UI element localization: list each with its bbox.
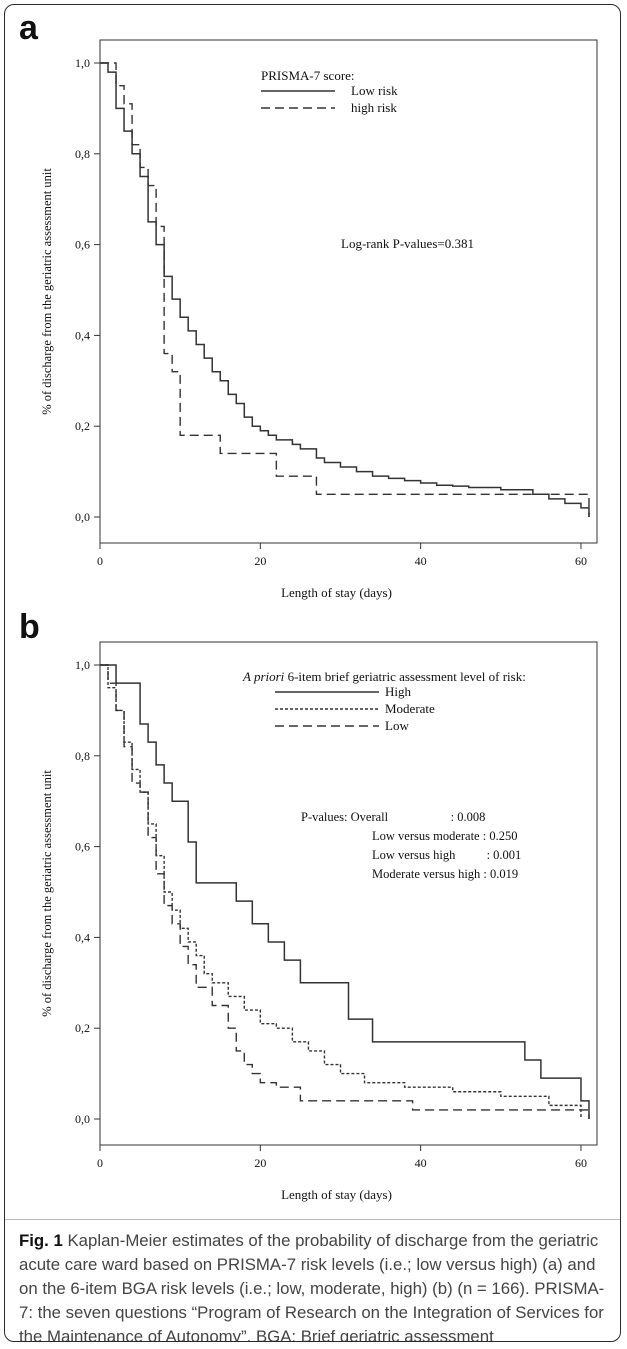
legend-label: High [385, 684, 412, 699]
y-tick-label: 0,0 [75, 1112, 90, 1126]
legend-label: Low risk [351, 83, 398, 98]
series-line-low [100, 664, 590, 1119]
series-line-moderate [100, 664, 582, 1119]
caption-divider [5, 1219, 620, 1220]
y-tick-label: 0,8 [75, 147, 90, 161]
x-tick-label: 40 [415, 554, 427, 568]
figure-frame: a 0,0 0,2 0,4 0,6 0,8 1,0 0 20 40 60 Length of sta… [4, 4, 621, 1342]
y-tick-label: 0,4 [75, 930, 90, 944]
x-tick-label: 40 [415, 1156, 427, 1170]
annotation-text: P-values: Overall : 0.008 [301, 810, 485, 824]
series-line-high-risk [100, 62, 590, 517]
plot-frame [99, 39, 598, 544]
annotation-text: Log-rank P-values=0.381 [341, 236, 474, 251]
legend-label: Moderate [385, 701, 435, 716]
figure-caption: Fig. 1 Kaplan-Meier estimates of the pro… [19, 1229, 614, 1342]
annotation-text: Moderate versus high : 0.019 [372, 867, 518, 881]
chart-panel-b: 0,0 0,2 0,4 0,6 0,8 1,0 0 20 40 60 Length of stay … [40, 641, 598, 1202]
x-tick-label: 20 [254, 1156, 266, 1170]
legend-title: A priori 6-item brief geriatric assessme… [242, 669, 526, 684]
y-axis-label: % of discharge from the geriatric assess… [40, 168, 54, 415]
caption-text: Kaplan-Meier estimates of the probabilit… [19, 1231, 605, 1342]
y-tick-label: 0,4 [75, 328, 90, 342]
x-tick-label: 0 [97, 1156, 103, 1170]
panel-label-a: a [19, 9, 38, 47]
y-tick-label: 1,0 [75, 56, 90, 70]
x-axis-label: Length of stay (days) [281, 585, 392, 600]
y-tick-label: 0,2 [75, 1021, 90, 1035]
legend-label: Low [385, 718, 409, 733]
y-tick-label: 0,2 [75, 419, 90, 433]
chart-panel-a: 0,0 0,2 0,4 0,6 0,8 1,0 0 20 40 60 Length of stay … [40, 39, 598, 600]
y-tick-label: 0,6 [75, 238, 90, 252]
annotation-text: Low versus moderate : 0.250 [372, 829, 517, 843]
x-tick-label: 0 [97, 554, 103, 568]
panel-label-b: b [19, 608, 40, 646]
series-line-low-risk [100, 62, 590, 517]
y-tick-label: 0,0 [75, 510, 90, 524]
y-tick-label: 0,8 [75, 749, 90, 763]
legend-title: PRISMA-7 score: [261, 68, 355, 83]
x-tick-label: 60 [575, 554, 587, 568]
legend-label: high risk [351, 100, 397, 115]
x-axis-label: Length of stay (days) [281, 1187, 392, 1202]
y-tick-label: 0,6 [75, 840, 90, 854]
series-line-high [100, 664, 590, 1119]
plot-frame [99, 641, 598, 1146]
caption-label: Fig. 1 [19, 1231, 63, 1250]
y-tick-label: 1,0 [75, 658, 90, 672]
annotation-text: Low versus high : 0.001 [372, 848, 521, 862]
x-tick-label: 20 [254, 554, 266, 568]
y-axis-label: % of discharge from the geriatric assess… [40, 770, 54, 1017]
x-tick-label: 60 [575, 1156, 587, 1170]
